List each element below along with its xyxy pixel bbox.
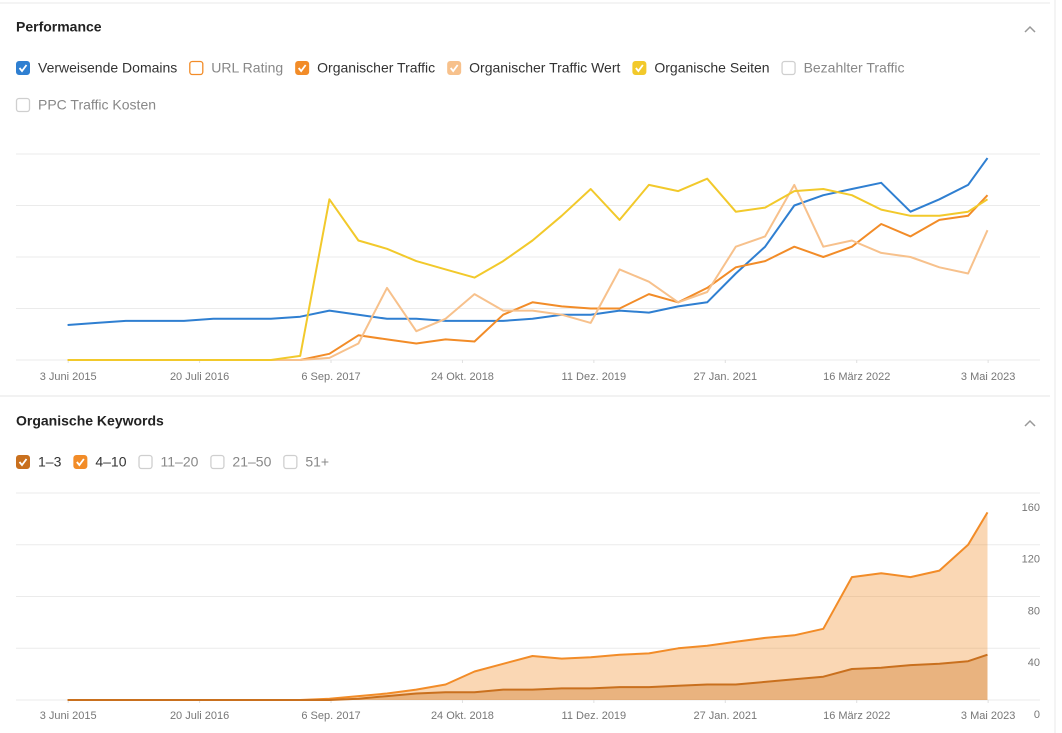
legend-item[interactable]: Verweisende Domains [16,60,178,76]
checkbox[interactable] [16,455,30,469]
x-tick-label: 24 Okt. 2018 [431,371,494,383]
y-tick-label: 80 [1028,605,1040,617]
x-tick-label: 11 Dez. 2019 [562,371,627,383]
legend-label[interactable]: 51+ [305,454,329,470]
checkmark [18,64,28,73]
collapse-chevron[interactable] [1024,25,1036,33]
x-tick-label: 3 Mai 2023 [961,371,1015,383]
y-tick-label: 120 [1022,554,1040,566]
legend-item[interactable]: Bezahlter Traffic [781,60,905,76]
legend-item[interactable]: PPC Traffic Kosten [15,97,157,113]
legend-label[interactable]: 1–3 [38,454,62,470]
checkmark [635,64,644,73]
checkmark [18,458,28,467]
legend-label[interactable]: 11–20 [161,454,199,470]
checkbox[interactable] [138,454,153,470]
checkbox[interactable] [447,61,462,75]
legend-label[interactable]: Organischer Traffic [317,60,435,76]
legend-label[interactable]: Bezahlter Traffic [804,60,905,76]
checkbox[interactable] [189,60,204,76]
x-tick-label: 24 Okt. 2018 [431,710,494,722]
legend-item[interactable]: 4–10 [73,454,127,470]
legend-item[interactable]: 11–20 [138,454,199,470]
checkbox[interactable] [283,454,298,470]
collapse-chevron[interactable] [1024,419,1036,427]
legend-label[interactable]: URL Rating [211,60,283,76]
x-tick-label: 6 Sep. 2017 [301,710,360,722]
x-tick-label: 3 Juni 2015 [40,710,97,722]
panel-title: Organische Keywords [16,413,164,429]
checkmark [76,458,85,467]
y-tick-label: 40 [1028,657,1040,669]
checkmark [297,64,307,73]
legend-item[interactable]: 51+ [283,454,329,470]
checkmark [449,64,459,73]
x-tick-label: 20 Juli 2016 [170,710,229,722]
series-line [67,177,989,361]
x-tick-label: 3 Juni 2015 [40,371,97,383]
legend-item[interactable]: 1–3 [16,454,62,470]
checkbox[interactable] [781,60,796,76]
series-line [67,157,989,326]
checkbox[interactable] [16,61,30,75]
panel-title: Performance [16,19,102,35]
legend-label[interactable]: 21–50 [232,454,271,470]
legend-label[interactable]: Verweisende Domains [38,60,177,76]
series-area [67,512,988,700]
x-tick-label: 27 Jan. 2021 [693,371,757,383]
y-tick-label: 0 [1034,709,1040,721]
legend-item[interactable]: Organischer Traffic [295,60,436,76]
x-tick-label: 27 Jan. 2021 [693,710,757,722]
legend-label[interactable]: Organische Seiten [654,60,769,76]
series-area [67,654,988,700]
legend-label[interactable]: 4–10 [95,454,126,470]
checkbox[interactable] [15,97,31,113]
checkbox[interactable] [295,61,310,75]
x-tick-label: 3 Mai 2023 [961,710,1015,722]
x-tick-label: 16 März 2022 [823,371,890,383]
y-tick-label: 160 [1022,502,1040,514]
series-line [67,653,988,701]
checkbox[interactable] [632,61,647,75]
checkbox[interactable] [73,455,88,469]
legend-item[interactable]: 21–50 [210,454,272,470]
legend-label[interactable]: PPC Traffic Kosten [38,97,156,113]
x-tick-label: 11 Dez. 2019 [562,710,627,722]
legend-label[interactable]: Organischer Traffic Wert [469,60,620,76]
x-tick-label: 20 Juli 2016 [170,371,229,383]
checkbox[interactable] [210,454,225,470]
legend-item[interactable]: Organischer Traffic Wert [447,60,621,76]
legend-item[interactable]: URL Rating [189,60,283,76]
x-tick-label: 6 Sep. 2017 [301,371,360,383]
x-tick-label: 16 März 2022 [823,710,890,722]
legend-item[interactable]: Organische Seiten [632,60,770,76]
